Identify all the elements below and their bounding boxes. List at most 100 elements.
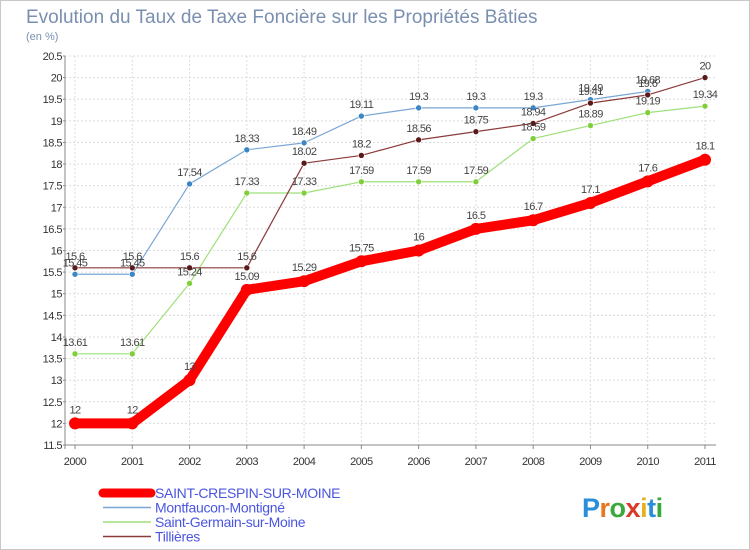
data-label: 17.33 [292,176,317,188]
data-point [240,283,253,296]
data-point [472,178,480,186]
y-tick-label: 12 [51,418,63,430]
legend-label-3: Tillières [155,529,200,545]
x-tick-label: 2010 [636,456,659,468]
data-label: 15.29 [292,262,317,274]
data-label: 16.5 [466,210,485,222]
data-point [641,175,654,188]
data-label: 19.68 [635,74,660,86]
data-point [701,74,709,81]
data-point [644,109,652,116]
data-label: 18.94 [521,106,546,118]
data-label: 19.3 [409,91,428,103]
data-point [186,280,193,287]
x-tick-label: 2001 [121,456,144,468]
x-tick-label: 2000 [64,456,87,468]
data-label: 16.7 [524,201,543,213]
data-point [415,178,422,186]
data-point [527,214,540,227]
data-label: 15.24 [177,266,202,278]
series-line-3 [74,77,706,269]
y-tick-label: 20.5 [43,51,63,63]
data-point [126,417,139,430]
data-point [243,189,251,197]
data-label: 18.89 [578,109,603,121]
data-point [243,146,251,154]
y-tick-label: 20 [51,73,63,85]
series-line-2 [74,105,706,355]
data-label: 15.75 [349,242,374,254]
data-label: 17.33 [235,176,260,188]
x-tick-label: 2007 [465,456,488,468]
data-point [71,270,79,278]
data-point [701,102,709,110]
legend: SAINT-CRESPIN-SUR-MOINEMontfaucon-Montig… [98,485,341,545]
x-tick-label: 2011 [694,456,716,468]
x-tick-label: 2008 [522,456,545,468]
y-tick-label: 12.5 [43,397,63,409]
svg-text:Proxiti: Proxiti [582,493,663,523]
data-point [529,104,537,112]
data-point [183,374,196,387]
data-label: 15.6 [237,251,256,263]
data-label: 17.54 [177,167,202,179]
data-point [69,417,81,430]
data-point [472,104,480,112]
x-tick-label: 2009 [579,456,602,468]
data-point [243,264,251,272]
chart-subtitle: (en %) [26,31,58,43]
y-tick-label: 16 [51,246,63,258]
data-point [355,255,368,268]
data-label: 13.61 [63,337,88,349]
data-point [415,104,422,112]
data-label: 18.56 [406,123,431,135]
data-label: 15.6 [123,251,142,263]
data-label: 19.41 [578,86,603,98]
data-label: 15.45 [120,257,145,269]
data-label: 18.1 [695,141,714,153]
y-tick-label: 13 [51,375,63,387]
y-tick-label: 11.5 [43,440,62,452]
y-tick-label: 15 [51,289,63,301]
data-point [300,139,308,147]
data-point [358,178,365,186]
data-point [300,159,308,167]
y-tick-label: 14 [51,332,63,344]
y-tick-label: 17 [51,202,63,214]
data-point [699,153,711,166]
data-point [587,99,594,107]
data-label: 15.6 [180,251,199,263]
legend-label-1: Montfaucon-Montigné [155,500,285,516]
series [69,74,711,430]
y-tick-label: 19 [51,116,63,128]
data-point [529,135,537,142]
data-point [298,275,311,288]
data-label: 19.6 [638,78,657,90]
data-label: 19.3 [524,91,543,103]
y-tick-label: 13.5 [43,354,63,366]
data-point [71,350,79,358]
data-point [128,350,136,358]
data-point [584,196,597,209]
legend-label-2: Saint-Germain-sur-Moine [155,514,306,530]
data-point [644,91,652,99]
data-label: 15.6 [65,251,84,263]
data-point [469,222,482,235]
x-tick-label: 2004 [293,456,316,468]
data-point [529,120,537,127]
data-point [300,189,308,197]
data-label: 16 [413,232,425,244]
data-label: 19.49 [578,83,603,95]
data-point [128,264,136,272]
data-label: 18.75 [464,115,489,127]
data-label: 12 [69,404,81,416]
data-label: 19.3 [466,91,485,103]
y-tick-label: 17.5 [43,181,63,193]
legend-label-0: SAINT-CRESPIN-SUR-MOINE [155,485,340,501]
data-point [587,122,594,129]
data-point [358,112,365,120]
data-label: 17.59 [464,165,489,177]
x-tick-label: 2002 [178,456,201,468]
y-tick-label: 14.5 [43,310,63,322]
